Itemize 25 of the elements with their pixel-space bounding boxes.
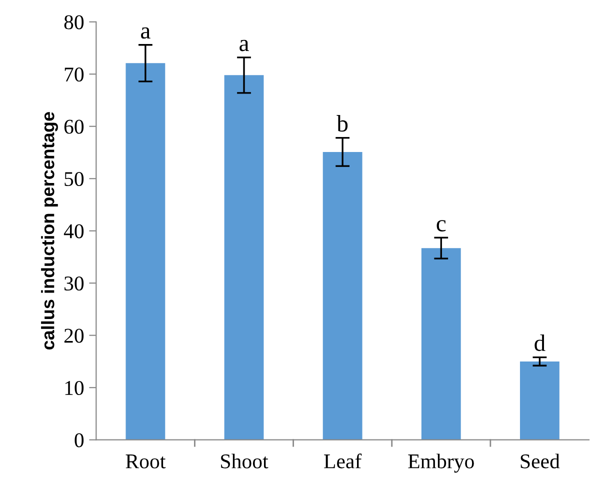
y-tick-label: 10: [65, 380, 84, 396]
y-tick-label: 70: [64, 67, 84, 82]
y-tick-label: 30: [64, 276, 84, 291]
y-tick-label: 20: [64, 328, 84, 343]
bar: [322, 152, 362, 440]
y-tick-label: 50: [64, 172, 84, 186]
annotation: d: [534, 334, 546, 352]
y-axis-title: callus induction percentage: [41, 112, 58, 350]
bar: [224, 75, 264, 440]
bar: [520, 361, 560, 440]
annotation: b: [336, 115, 348, 132]
bar: [421, 248, 461, 440]
x-tick-label: Embryo: [408, 454, 474, 473]
y-tick-label: 60: [64, 120, 84, 134]
y-tick-label: 0: [74, 433, 84, 448]
y-tick-label: 80: [64, 15, 84, 30]
annotation: a: [240, 40, 249, 52]
annotation: c: [436, 220, 446, 232]
x-tick-label: Root: [126, 454, 166, 468]
x-tick-label: Shoot: [221, 454, 268, 468]
x-tick-label: Leaf: [324, 454, 362, 468]
x-tick-label: Seed: [520, 454, 560, 468]
y-tick-label: 40: [64, 224, 84, 238]
annotation: a: [141, 27, 150, 39]
bar: [126, 63, 166, 440]
